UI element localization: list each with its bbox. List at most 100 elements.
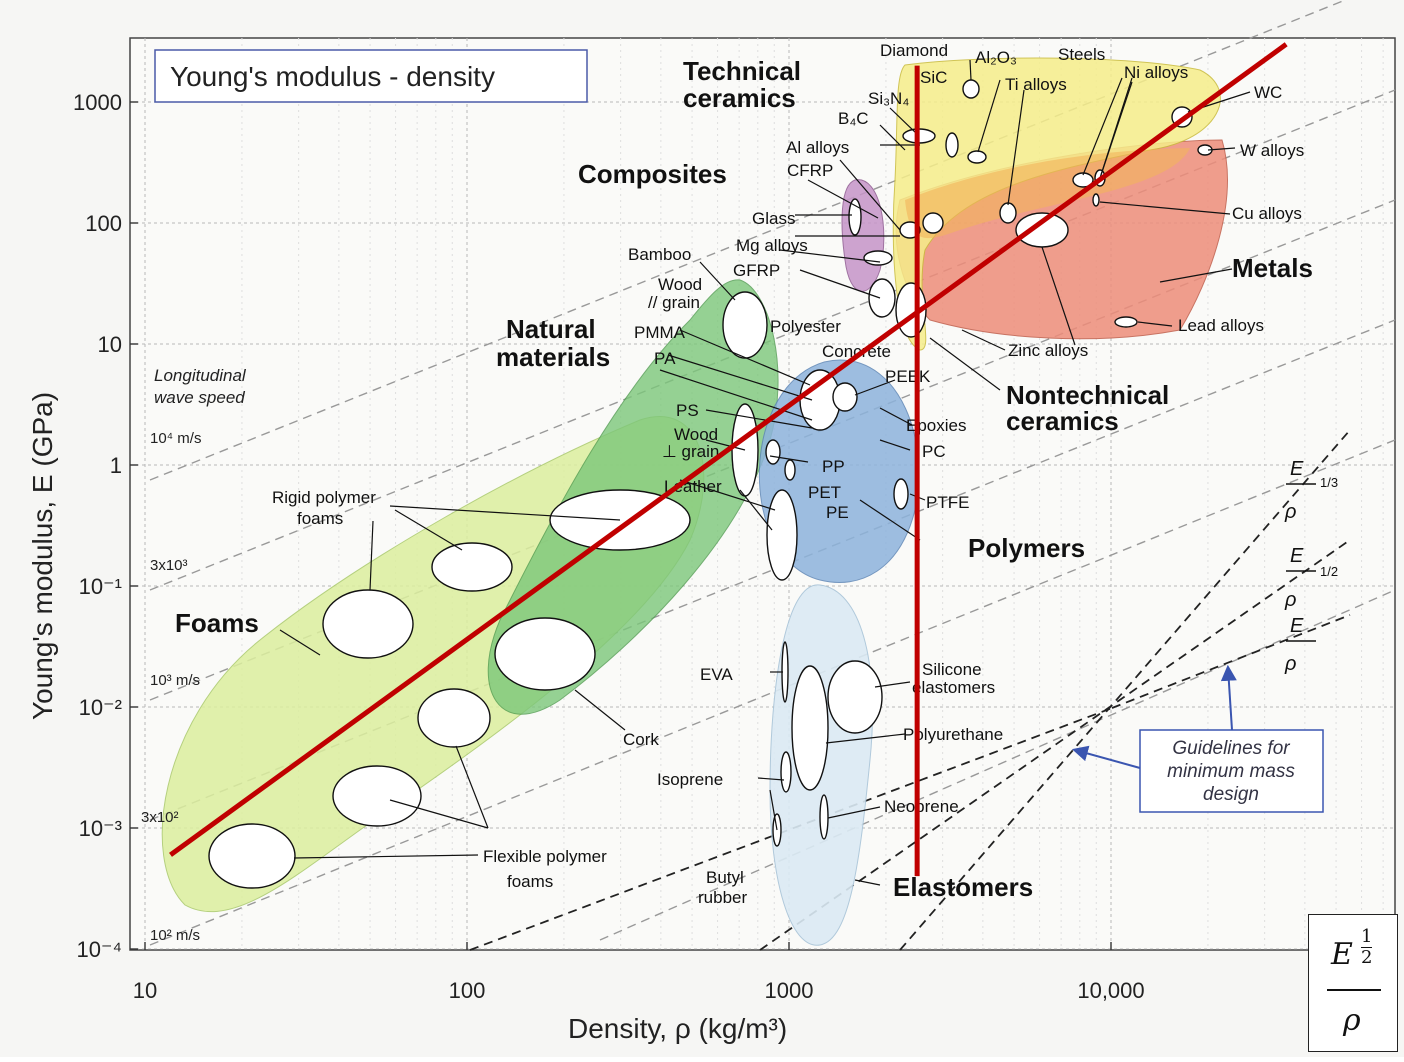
guideline-arrow-up — [1220, 664, 1237, 731]
cu-ellipse — [1092, 193, 1100, 207]
leather-ellipse — [766, 489, 798, 581]
material-label-bamboo: Bamboo — [628, 245, 691, 264]
wave-speed-title-2: wave speed — [154, 388, 245, 407]
guide-e12-den: ρ — [1284, 589, 1296, 611]
guideline-diagonal — [169, 42, 1288, 857]
material-label-pc: PC — [922, 442, 946, 461]
material-label-butyl2: rubber — [698, 888, 747, 907]
ceramics-metal-overlap — [905, 148, 1190, 239]
leader-line — [389, 799, 489, 829]
material-label-ptfe: PTFE — [926, 493, 969, 512]
cork-ellipse — [494, 617, 596, 691]
wave-speed-title-1: Longitudinal — [154, 366, 247, 385]
leader-line — [705, 439, 746, 451]
material-label-pet: PET — [808, 483, 841, 502]
x-tick-label: 10 — [133, 978, 157, 1003]
wave-speed-line — [149, 0, 1348, 481]
family-label-foams: Foams — [175, 608, 259, 638]
material-label-woodperp2: ⊥ grain — [662, 442, 719, 461]
guideline-callout: Guidelines for minimum mass design — [1071, 664, 1324, 813]
material-label-pe: PE — [826, 503, 849, 522]
material-label-al2o3: Al₂O₃ — [975, 48, 1017, 67]
rigid-foam-2-ellipse — [431, 542, 513, 592]
guide-e12-num: E — [1290, 545, 1304, 567]
guide-e13-den: ρ — [1284, 501, 1296, 523]
wave-speed-v4: 3x10² — [141, 809, 179, 826]
leader-line — [854, 379, 896, 396]
material-label-pmma: PMMA — [634, 323, 686, 342]
y-tick-label: 10⁻³ — [79, 816, 122, 841]
inset-exponent: 1 2 — [1361, 926, 1373, 968]
family-label-nontechnical: Nontechnical — [1006, 380, 1169, 410]
leader-line — [799, 269, 881, 299]
y-axis-label: Young's modulus, E (GPa) — [27, 392, 58, 720]
leader-line — [574, 689, 626, 731]
leader-line — [1099, 201, 1231, 215]
material-label-cualloys: Cu alloys — [1232, 204, 1302, 223]
family-label-elastomers: Elastomers — [893, 872, 1033, 902]
polyurethane-ellipse — [791, 665, 829, 791]
pe-ellipse — [784, 459, 796, 481]
leader-line — [1082, 77, 1123, 176]
rigid-foam-1-ellipse — [322, 589, 414, 659]
x-axis-label: Density, ρ (kg/m³) — [568, 1013, 787, 1044]
zinc-ellipse — [1015, 212, 1069, 248]
material-label-wc: WC — [1254, 83, 1282, 102]
inset-exp-num: 1 — [1361, 926, 1373, 948]
leader-line — [929, 337, 1001, 391]
leader-line — [969, 59, 972, 81]
y-tick-label: 10⁻⁴ — [76, 937, 122, 962]
leader-line — [889, 107, 919, 136]
steel-ellipse — [1072, 172, 1094, 188]
cfrp-ellipse — [848, 198, 862, 236]
epoxy-ellipse — [832, 382, 858, 412]
guideline-text-2: minimum mass — [1167, 761, 1295, 782]
title-box — [154, 49, 588, 103]
guideline-text-1: Guidelines for — [1172, 738, 1290, 759]
ti-alloys-ellipse — [999, 202, 1017, 224]
leader-line — [977, 79, 1001, 153]
material-label-alalloys: Al alloys — [786, 138, 849, 157]
inset-exp-den: 2 — [1361, 947, 1373, 968]
leader-line — [769, 455, 809, 463]
guide-e12-exp: 1/2 — [1320, 564, 1338, 579]
material-label-polyester: Polyester — [770, 317, 841, 336]
leader-line — [739, 489, 773, 531]
inset-denominator: ρ — [1343, 1003, 1361, 1038]
material-label-diamond: Diamond — [880, 41, 948, 60]
leader-line — [769, 789, 778, 831]
material-label-steels: Steels — [1058, 45, 1105, 64]
material-label-flexfoam1: Flexible polymer — [483, 847, 607, 866]
material-label-walloys: W alloys — [1240, 141, 1304, 160]
chart-title: Young's modulus - density — [170, 61, 495, 92]
min-mass-guide-line — [899, 429, 1351, 951]
material-label-pa: PA — [654, 349, 676, 368]
y-tick-label: 100 — [85, 211, 122, 236]
material-label-leadalloys: Lead alloys — [1178, 316, 1264, 335]
leader-line — [369, 520, 374, 591]
leader-line — [807, 179, 879, 219]
leader-line — [859, 499, 921, 541]
red-overlay-lines — [169, 42, 1288, 877]
wave-speed-v1: 10⁴ m/s — [150, 430, 201, 447]
wood-par-ellipse — [722, 291, 768, 359]
min-mass-guide-line — [469, 707, 1113, 951]
leader-line — [1100, 81, 1133, 176]
y-tick-label: 1000 — [73, 90, 122, 115]
wave-speed-line — [599, 589, 1396, 941]
leader-line — [757, 777, 785, 781]
y-tick-label: 10 — [98, 332, 122, 357]
material-label-woodpar2: // grain — [648, 293, 700, 312]
material-label-gfrp: GFRP — [733, 261, 780, 280]
diamond-ellipse — [962, 79, 980, 99]
material-label-epoxies: Epoxies — [906, 416, 966, 435]
guide-e1-den: ρ — [1284, 653, 1296, 675]
wave-speed-v3: 10³ m/s — [150, 672, 200, 689]
gfrp-1-ellipse — [868, 278, 896, 318]
silicone-ellipse — [827, 660, 883, 734]
family-label-composites: Composites — [578, 159, 727, 189]
material-label-pp: PP — [822, 457, 845, 476]
x-tick-label: 100 — [449, 978, 486, 1003]
family-label-materials: materials — [496, 342, 610, 372]
leader-line — [779, 249, 881, 263]
